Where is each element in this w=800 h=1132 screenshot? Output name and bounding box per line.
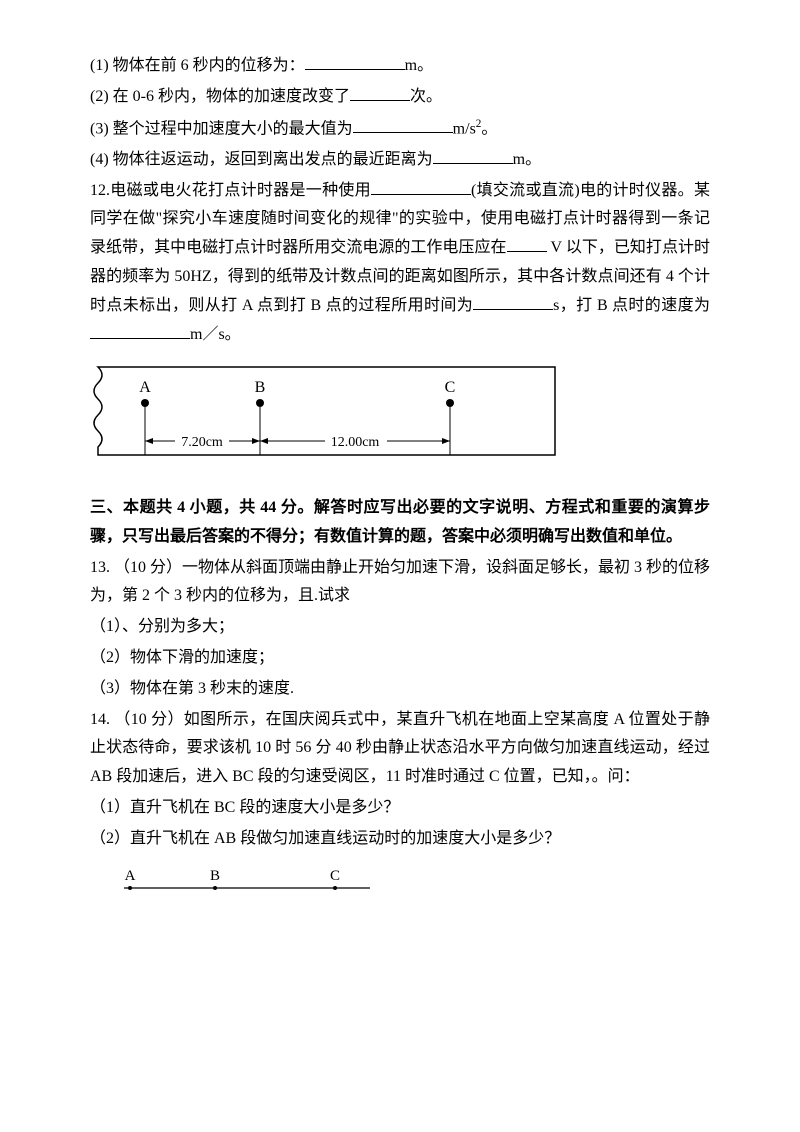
q12-blank2[interactable]	[507, 235, 547, 252]
tape-dim2-text: 12.00cm	[331, 435, 380, 450]
abc-point-b	[213, 886, 217, 890]
tape-point-a	[141, 399, 149, 407]
abc-label-a: A	[125, 868, 136, 884]
q12-d: s，打 B 点时的速度为	[553, 297, 710, 314]
q13-sub3: （3）物体在第 3 秒末的速度.	[90, 675, 710, 704]
q12-a: 12.电磁或电火花打点计时器是一种使用	[90, 182, 371, 199]
question-3: (3) 整个过程中加速度大小的最大值为m/s2。	[90, 114, 710, 144]
q3-text: (3) 整个过程中加速度大小的最大值为	[90, 120, 353, 137]
q2-unit: 次。	[410, 88, 442, 105]
abc-point-c	[333, 886, 337, 890]
q2-text: (2) 在 0-6 秒内，物体的加速度改变了	[90, 88, 350, 105]
q3-blank[interactable]	[353, 116, 453, 133]
tape-point-b	[256, 399, 264, 407]
q3-unit-b: 。	[481, 120, 497, 137]
tape-label-a: A	[139, 379, 151, 396]
q12-blank1[interactable]	[371, 178, 471, 195]
q1-unit: m。	[405, 57, 433, 74]
q4-blank[interactable]	[433, 147, 513, 164]
q1-text: (1) 物体在前 6 秒内的位移为：	[90, 57, 305, 74]
abc-point-a	[128, 886, 132, 890]
tape-label-c: C	[445, 379, 456, 396]
abc-label-b: B	[210, 868, 220, 884]
tape-outline	[94, 367, 555, 455]
q12-e: m／s。	[190, 326, 241, 343]
q12-blank4[interactable]	[90, 322, 190, 339]
question-1: (1) 物体在前 6 秒内的位移为： m。	[90, 52, 710, 81]
question-4: (4) 物体往返运动，返回到离出发点的最近距离为 m。	[90, 146, 710, 175]
question-13: 13. （10 分）一物体从斜面顶端由静止开始匀加速下滑，设斜面足够长，最初 3…	[90, 554, 710, 612]
q1-blank[interactable]	[305, 53, 405, 70]
question-14: 14. （10 分）如图所示，在国庆阅兵式中，某直升飞机在地面上空某高度 A 位…	[90, 706, 710, 792]
tape-point-c	[446, 399, 454, 407]
q13-sub2: （2）物体下滑的加速度；	[90, 644, 710, 673]
abc-label-c: C	[330, 868, 340, 884]
q3-unit-a: m/s	[453, 120, 476, 137]
q4-text: (4) 物体往返运动，返回到离出发点的最近距离为	[90, 151, 433, 168]
abc-figure: A B C	[110, 866, 710, 909]
section-3-heading: 三、本题共 4 小题，共 44 分。解答时应写出必要的文字说明、方程式和重要的演…	[90, 494, 710, 552]
tape-figure: A B C 7.20cm 12.00cm	[90, 359, 710, 480]
question-12: 12.电磁或电火花打点计时器是一种使用(填交流或直流)电的计时仪器。某同学在做"…	[90, 177, 710, 350]
q2-blank[interactable]	[350, 84, 410, 101]
q14-sub1: （1）直升飞机在 BC 段的速度大小是多少？	[90, 794, 710, 823]
question-2: (2) 在 0-6 秒内，物体的加速度改变了 次。	[90, 83, 710, 112]
q13-sub1: （1）、分别为多大；	[90, 613, 710, 642]
q12-blank3[interactable]	[473, 293, 553, 310]
q4-unit: m。	[513, 151, 541, 168]
tape-label-b: B	[255, 379, 266, 396]
q14-sub2: （2）直升飞机在 AB 段做匀加速直线运动时的加速度大小是多少？	[90, 825, 710, 854]
tape-dim1-text: 7.20cm	[181, 435, 223, 450]
tape-svg: A B C 7.20cm 12.00cm	[90, 359, 560, 469]
abc-svg: A B C	[110, 866, 390, 898]
